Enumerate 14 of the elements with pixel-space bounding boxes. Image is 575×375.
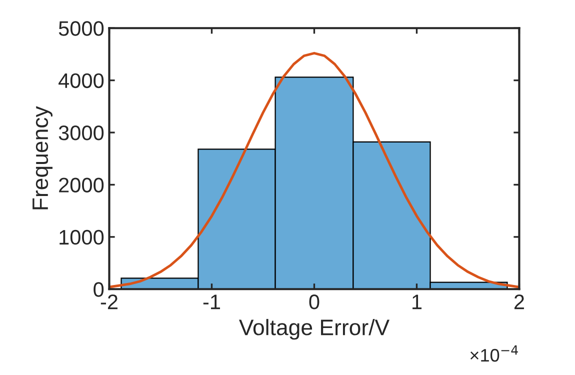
x-tick-label: 0 xyxy=(309,294,320,310)
x-axis-title: Voltage Error/V xyxy=(238,318,390,340)
text: ×10$^{−4}$ xyxy=(470,345,518,362)
x-tick-label: -1 xyxy=(203,294,220,310)
y-tick-label: 2000 xyxy=(59,178,104,192)
y-tick-label: 3000 xyxy=(58,126,104,140)
y-tick-label: 1000 xyxy=(60,230,104,245)
x-tick-label: 1 xyxy=(412,294,422,310)
y-tick-label: 4000 xyxy=(58,73,104,88)
y-tick-label: 5000 xyxy=(58,21,104,36)
x-tick-label: 2 xyxy=(514,294,524,310)
y-axis-title: Frequency xyxy=(32,106,52,210)
x-tick-label: -2 xyxy=(100,294,118,310)
y-tick-label: 0 xyxy=(94,282,104,297)
